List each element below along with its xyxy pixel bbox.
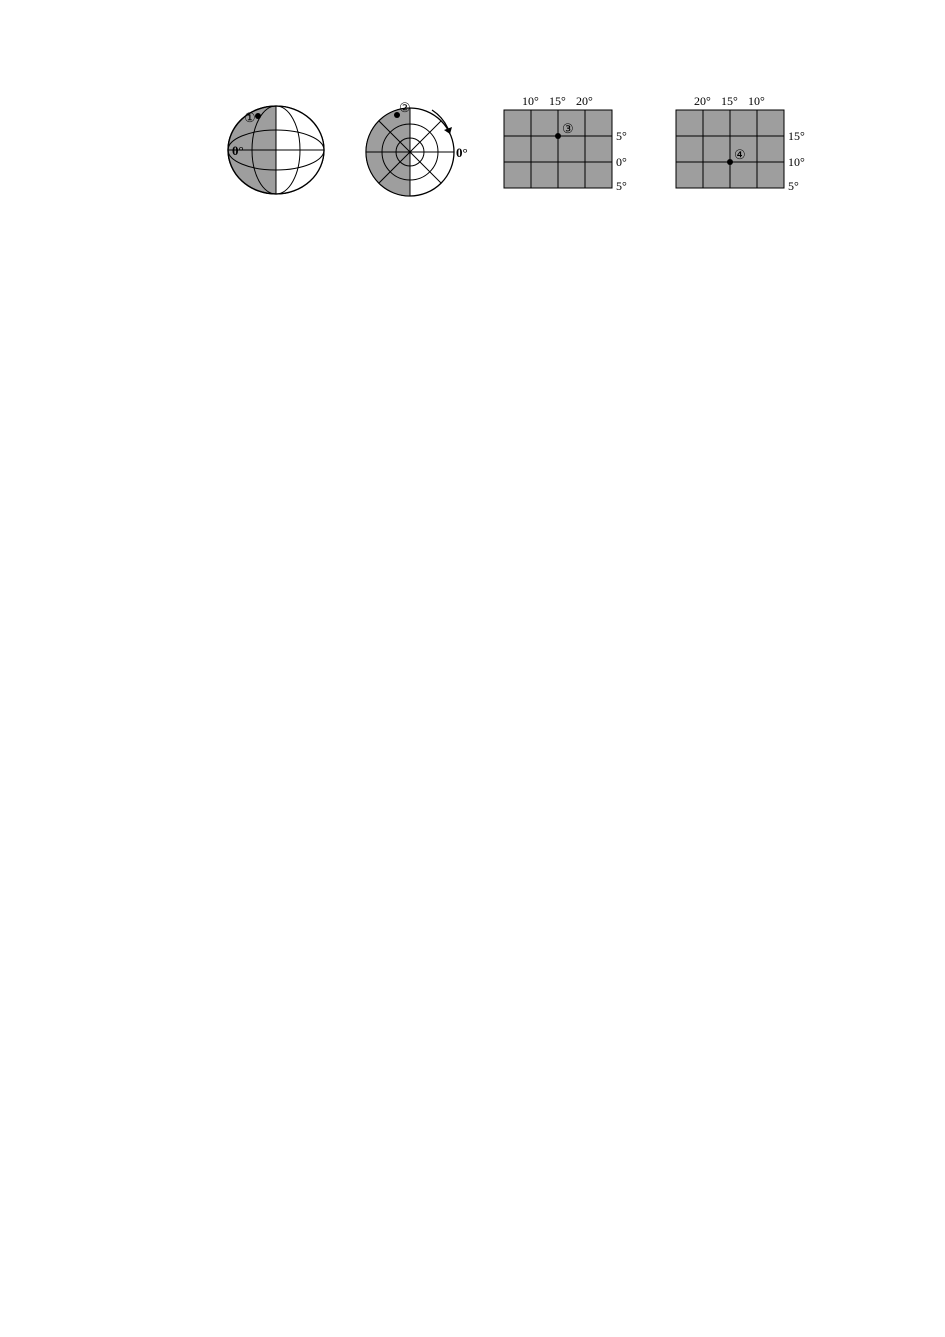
fig-c-side-1: 0° [616, 155, 627, 169]
fig-d-side-0: 15° [788, 129, 805, 143]
figures-5-7: ① 0° ② 0° [220, 90, 785, 202]
fig-c-svg: 10° 15° 20° 5° 0° 5° ③ [494, 90, 644, 200]
terrain-chart [210, 220, 785, 420]
fig-c-top-1: 15° [549, 94, 566, 108]
fig-d-side-2: 5° [788, 179, 799, 193]
fig-d-side-1: 10° [788, 155, 805, 169]
fig-d-top-1: 15° [721, 94, 738, 108]
fig-d-top-2: 10° [748, 94, 765, 108]
fig-c-side-2: 5° [616, 179, 627, 193]
fig-b-svg: ② 0° [354, 100, 472, 200]
fig-d-svg: 20° 15° 10° 15° 10° 5° ④ [666, 90, 816, 200]
fig-c-mark3: ③ [562, 121, 574, 136]
fig-c-side-0: 5° [616, 129, 627, 143]
fig-a: ① 0° [220, 100, 332, 202]
fig-b: ② 0° [354, 100, 472, 202]
fig-b-mark2: ② [399, 100, 411, 115]
fig-d: 20° 15° 10° 15° 10° 5° ④ [666, 90, 816, 202]
fig-a-mark1: ① [244, 110, 256, 125]
fig-a-svg: ① 0° [220, 100, 332, 200]
fig-c: 10° 15° 20° 5° 0° 5° ③ [494, 90, 644, 202]
fig-c-top-2: 20° [576, 94, 593, 108]
fig-a-0deg: 0° [232, 143, 244, 158]
fig-d-top-0: 20° [694, 94, 711, 108]
fig-b-0deg: 0° [456, 145, 468, 160]
fig-d-mark4: ④ [734, 147, 746, 162]
terrain-chart-svg [210, 220, 750, 420]
fig-c-top-0: 10° [522, 94, 539, 108]
